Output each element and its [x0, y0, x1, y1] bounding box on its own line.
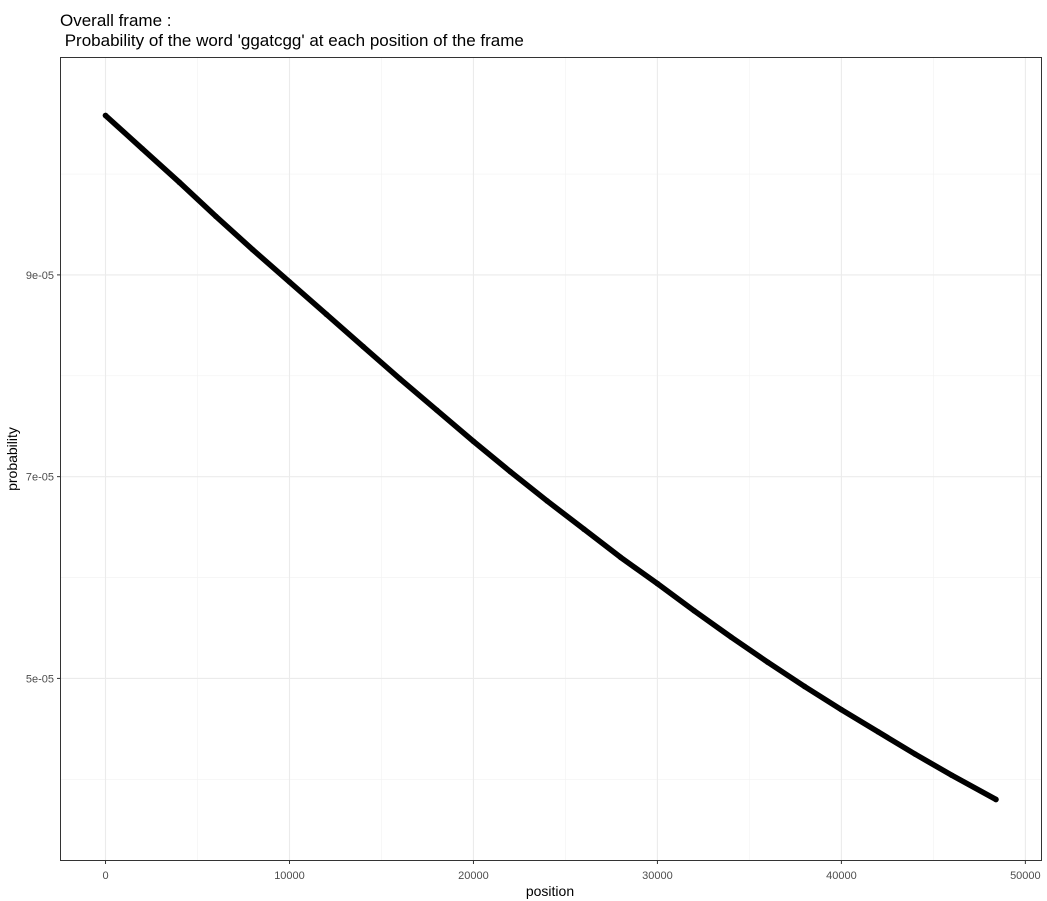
chart-title-block: Overall frame : Probability of the word …	[60, 11, 524, 51]
y-tick-label: 7e-05	[26, 472, 54, 484]
data-point	[102, 112, 109, 119]
data-point	[470, 438, 477, 445]
data-point	[544, 498, 550, 504]
data-point	[765, 659, 771, 666]
data-point	[654, 580, 661, 587]
plot-panel-background	[60, 57, 1042, 861]
data-point	[323, 311, 330, 318]
data-point	[691, 608, 698, 614]
chart-subtitle: Probability of the word 'ggatcgg' at eac…	[60, 31, 524, 50]
data-point	[139, 145, 146, 152]
data-point	[912, 751, 918, 757]
y-axis: 5e-05 7e-05 9e-05	[26, 270, 61, 685]
data-point	[249, 246, 256, 253]
grid-major	[61, 58, 1041, 860]
x-tick-label: 20000	[458, 870, 489, 882]
data-point	[507, 468, 514, 475]
series-layer	[102, 112, 999, 803]
data-point	[801, 683, 808, 690]
y-tick-label: 9e-05	[26, 270, 54, 282]
y-tick-label: 5e-05	[26, 673, 54, 685]
x-axis: 0 10000 20000 30000 40000 50000	[102, 860, 1041, 882]
data-point	[728, 634, 734, 640]
chart-title: Overall frame :	[60, 11, 172, 30]
x-tick-label: 40000	[826, 870, 857, 882]
data-point	[286, 279, 293, 285]
data-point	[581, 526, 587, 532]
data-point	[617, 554, 624, 561]
y-axis-title: probability	[4, 427, 20, 491]
grid-minor	[61, 58, 1041, 860]
data-point	[433, 407, 440, 413]
data-point	[360, 343, 366, 350]
x-tick-label: 10000	[274, 870, 305, 882]
data-point	[948, 772, 955, 779]
data-point	[993, 796, 999, 803]
data-point	[213, 213, 219, 220]
data-point	[397, 376, 403, 382]
x-tick-label: 30000	[642, 870, 673, 882]
x-tick-label: 0	[102, 870, 108, 882]
x-tick-label: 50000	[1010, 870, 1041, 882]
plot-panel-border	[60, 57, 1042, 861]
data-point	[875, 729, 881, 735]
data-point	[176, 179, 182, 185]
data-point	[838, 706, 845, 713]
x-axis-title: position	[526, 883, 574, 899]
